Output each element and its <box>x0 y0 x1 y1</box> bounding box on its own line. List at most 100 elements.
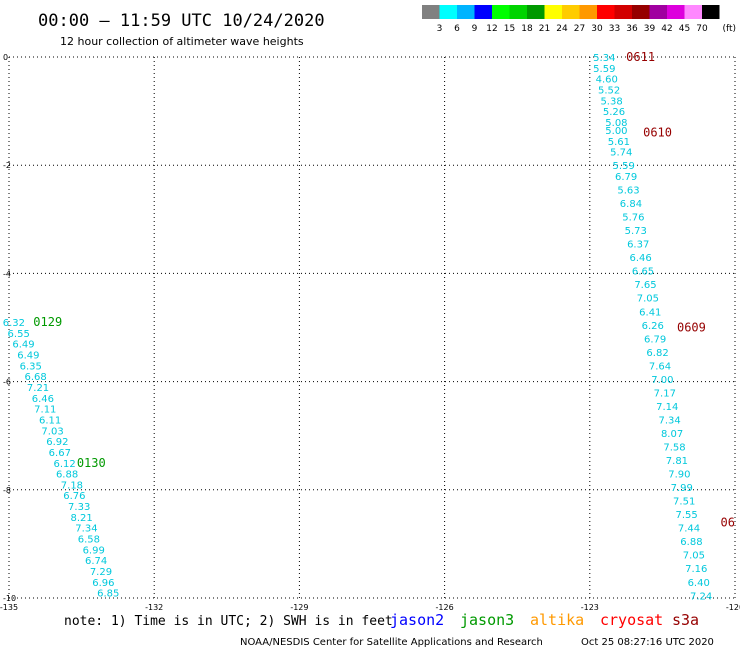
x-tick-label: -123 <box>581 603 599 612</box>
wave-height-value: 7.99 <box>671 483 693 494</box>
wave-height-value: 7.18 <box>61 480 83 491</box>
wave-height-value: 6.85 <box>97 589 119 600</box>
color-scale-swatch <box>597 5 615 19</box>
wave-height-value: 7.33 <box>68 502 90 513</box>
x-tick-label: -132 <box>145 603 163 612</box>
color-scale-label: 9 <box>472 24 478 34</box>
wave-height-value: 7.03 <box>41 426 63 437</box>
pass-time-label: 0130 <box>77 456 106 470</box>
wave-height-value: 6.41 <box>639 307 661 318</box>
color-scale-label: 27 <box>574 24 585 34</box>
x-tick-label: -135 <box>0 603 18 612</box>
color-scale-swatch <box>474 5 492 19</box>
units-note: note: 1) Time is in UTC; 2) SWH is in fe… <box>64 614 393 629</box>
color-scale-label: 12 <box>486 24 497 34</box>
x-tick-label: -129 <box>290 603 308 612</box>
color-scale-swatch <box>684 5 702 19</box>
wave-height-value: 7.58 <box>663 443 685 454</box>
wave-height-value: 5.26 <box>603 107 625 118</box>
satellite-legend-s3a: s3a <box>672 611 699 629</box>
color-scale-label: 6 <box>454 24 460 34</box>
y-tick-label: -8 <box>3 486 11 495</box>
y-tick-label: -6 <box>3 378 11 387</box>
color-scale-swatch <box>422 5 440 19</box>
wave-height-value: 7.34 <box>75 524 97 535</box>
pass-time-label: 0129 <box>33 315 62 329</box>
wave-height-value: 5.73 <box>625 226 647 237</box>
wave-height-value: 5.38 <box>600 96 622 107</box>
wave-height-value: 7.24 <box>690 591 712 602</box>
pass-time-label: 0611 <box>626 50 655 64</box>
wave-height-value: 7.81 <box>666 456 688 467</box>
wave-height-value: 6.67 <box>49 448 71 459</box>
satellite-legend-jason3: jason3 <box>460 611 514 629</box>
wave-height-value: 5.52 <box>598 85 620 96</box>
wave-height-value: 6.88 <box>680 537 702 548</box>
color-scale-label: 21 <box>539 24 550 34</box>
wave-height-value: 6.84 <box>620 199 642 210</box>
color-scale-label: 15 <box>504 24 515 34</box>
color-scale-swatch <box>614 5 632 19</box>
wave-height-value: 5.63 <box>617 186 639 197</box>
wave-height-value: 5.59 <box>613 161 635 172</box>
credit-line: NOAA/NESDIS Center for Satellite Applica… <box>240 637 543 648</box>
wave-height-value: 7.44 <box>678 524 700 535</box>
wave-height-value: 6.68 <box>24 372 46 383</box>
wave-height-value: 6.88 <box>56 470 78 481</box>
wave-height-value: 6.79 <box>615 172 637 183</box>
wave-height-value: 5.61 <box>608 137 630 148</box>
color-scale-swatch <box>702 5 720 19</box>
wave-height-value: 8.07 <box>661 429 683 440</box>
axis-ticks: -135 -132 -129 -126 -123 -120 0 -2 -4 -6 -8 -10 <box>0 53 740 612</box>
wave-height-value: 5.74 <box>610 148 632 159</box>
color-scale-swatch <box>509 5 527 19</box>
wave-height-value: 6.92 <box>46 437 68 448</box>
color-scale-label: 18 <box>521 24 533 34</box>
wave-height-value: 7.17 <box>654 388 676 399</box>
wave-height-value: 6.55 <box>8 329 30 340</box>
wave-height-value: 6.26 <box>642 321 664 332</box>
wave-height-value: 7.16 <box>685 564 707 575</box>
wave-height-value: 5.08 <box>605 118 627 129</box>
chart-subtitle: 12 hour collection of altimeter wave hei… <box>60 35 304 48</box>
wave-height-value: 5.00 <box>605 126 627 137</box>
color-scale-label: 36 <box>626 24 638 34</box>
wave-height-value: 6.99 <box>83 545 105 556</box>
wave-height-value: 7.90 <box>668 470 690 481</box>
color-scale-label: 33 <box>609 24 620 34</box>
color-scale-swatch <box>649 5 667 19</box>
y-tick-label: 0 <box>3 53 8 62</box>
satellite-legend: jason2 jason3 altika cryosat s3a <box>390 611 699 629</box>
y-tick-label: -10 <box>3 594 16 603</box>
wave-height-value: 6.32 <box>3 318 25 329</box>
wave-height-value: 6.46 <box>32 394 54 405</box>
color-scale-swatch <box>527 5 545 19</box>
y-tick-label: -2 <box>3 161 11 170</box>
wave-height-value: 7.65 <box>634 280 656 291</box>
color-scale-label: 24 <box>556 24 568 34</box>
color-scale-swatch <box>579 5 597 19</box>
color-scale-label: 45 <box>679 24 690 34</box>
wave-height-value: 6.12 <box>54 459 76 470</box>
color-scale-swatch <box>492 5 510 19</box>
x-tick-label: -120 <box>726 603 740 612</box>
color-scale-label: 30 <box>591 24 603 34</box>
observation-marks: 6.326.556.496.496.356.687.216.467.116.11… <box>3 50 735 602</box>
color-scale-swatch <box>667 5 685 19</box>
wave-height-value: 6.65 <box>632 267 654 278</box>
wave-height-value: 6.58 <box>78 534 100 545</box>
satellite-legend-jason2: jason2 <box>390 611 444 629</box>
color-scale-unit: (ft) <box>722 24 736 34</box>
wave-height-value: 7.34 <box>659 415 681 426</box>
wave-height-value: 6.82 <box>646 348 668 359</box>
color-scale-label: 3 <box>437 24 443 34</box>
wave-height-value: 7.05 <box>637 294 659 305</box>
wave-height-value: 7.64 <box>649 361 671 372</box>
wave-height-value: 5.59 <box>593 64 615 75</box>
wave-height-value: 6.74 <box>85 556 107 567</box>
satellite-legend-altika: altika <box>530 611 584 629</box>
wave-height-value: 5.34 <box>593 53 615 64</box>
color-scale-label: 42 <box>661 24 672 34</box>
wave-height-value: 4.60 <box>596 75 618 86</box>
